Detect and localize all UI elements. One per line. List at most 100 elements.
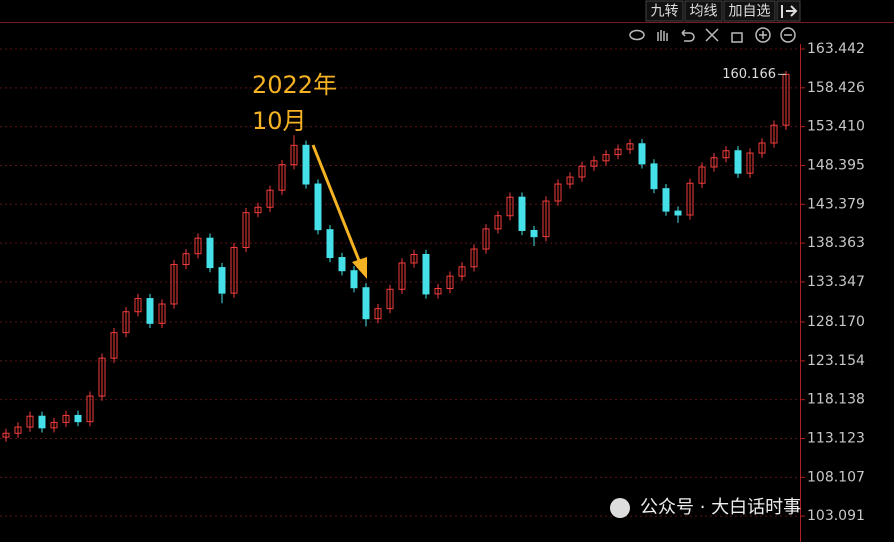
candle-body bbox=[338, 257, 346, 272]
candle-body bbox=[506, 196, 514, 217]
toolbar-button[interactable] bbox=[723, 0, 776, 22]
cut-icon[interactable] bbox=[705, 28, 719, 42]
candle-body bbox=[662, 188, 670, 212]
toolbar-label: 九转 bbox=[651, 4, 679, 20]
candle-body bbox=[242, 212, 250, 248]
candle-body bbox=[530, 229, 538, 238]
candle-body bbox=[170, 264, 178, 305]
candle-body bbox=[302, 144, 310, 185]
candle-body bbox=[482, 228, 490, 250]
last-price-label: 160.166 bbox=[722, 67, 776, 82]
candle-body bbox=[710, 157, 718, 168]
annotation-arrow bbox=[311, 144, 362, 264]
y-tick-label: 113.123 bbox=[807, 430, 865, 446]
annotation-arrow-head bbox=[352, 257, 367, 279]
y-tick-label: 133.347 bbox=[807, 274, 865, 290]
candle-body bbox=[722, 150, 730, 159]
lock-icon[interactable] bbox=[731, 32, 743, 43]
y-tick-label: 138.363 bbox=[807, 235, 865, 251]
candle-body bbox=[206, 237, 214, 269]
candle-body bbox=[734, 150, 742, 174]
candle-body bbox=[602, 154, 610, 162]
y-tick-label: 103.091 bbox=[807, 508, 865, 524]
candle-body bbox=[746, 152, 754, 174]
candle-body bbox=[362, 287, 370, 320]
candle-body bbox=[14, 426, 22, 434]
candle-body bbox=[458, 266, 466, 277]
candle-body bbox=[554, 183, 562, 202]
candle-body bbox=[158, 303, 166, 324]
candle-body bbox=[386, 288, 394, 310]
candle-body bbox=[674, 210, 682, 216]
candle-body bbox=[74, 414, 82, 423]
candle-body bbox=[566, 176, 574, 185]
toolbar-label: 均线 bbox=[690, 4, 718, 20]
candle-body bbox=[650, 163, 658, 190]
y-tick-label: 158.426 bbox=[807, 80, 865, 96]
candle-body bbox=[26, 415, 34, 428]
candle-body bbox=[422, 253, 430, 295]
zoom-in-icon[interactable] bbox=[755, 27, 771, 43]
candle-body bbox=[626, 143, 634, 150]
zoom-out-icon[interactable] bbox=[780, 27, 796, 43]
wechat-icon bbox=[610, 498, 630, 518]
candle-body bbox=[398, 262, 406, 290]
watermark: 公众号 · 大白话时事 bbox=[640, 497, 801, 518]
candle-body bbox=[98, 357, 106, 397]
candle-body bbox=[122, 311, 130, 334]
candle-body bbox=[410, 253, 418, 264]
candle-body bbox=[86, 395, 94, 423]
candle-body bbox=[134, 298, 142, 313]
candle-body bbox=[350, 270, 358, 289]
annotation: 2022年 bbox=[252, 71, 337, 99]
y-tick-label: 123.154 bbox=[807, 353, 865, 369]
candle-body bbox=[146, 298, 154, 324]
candle-body bbox=[38, 415, 46, 429]
candle-body bbox=[518, 196, 526, 231]
candle-body bbox=[110, 332, 118, 359]
candle-body bbox=[590, 160, 598, 167]
eye-icon[interactable] bbox=[629, 29, 645, 41]
tool-icons bbox=[629, 27, 796, 43]
candle-body bbox=[314, 183, 322, 231]
y-tick-label: 148.395 bbox=[807, 157, 865, 173]
y-tick-label: 163.442 bbox=[807, 41, 865, 57]
candle-body bbox=[578, 165, 586, 178]
y-tick-label: 153.410 bbox=[807, 119, 865, 135]
candle-body bbox=[698, 166, 706, 184]
candle-body bbox=[254, 206, 262, 214]
candle-body bbox=[230, 246, 238, 294]
toolbar-button[interactable] bbox=[645, 0, 684, 22]
toolbar-button[interactable] bbox=[684, 0, 723, 22]
candle-body bbox=[266, 189, 274, 208]
candle-body bbox=[62, 414, 70, 423]
hand-icon[interactable] bbox=[657, 30, 668, 41]
candle-body bbox=[542, 200, 550, 238]
candle-body bbox=[182, 253, 190, 266]
candle-body bbox=[50, 421, 58, 429]
candle-body bbox=[686, 182, 694, 216]
candle-body bbox=[194, 237, 202, 255]
y-tick-label: 108.107 bbox=[807, 469, 865, 485]
candle-body bbox=[434, 288, 442, 295]
undo-icon[interactable] bbox=[681, 29, 695, 42]
candle-body bbox=[638, 143, 646, 165]
exit-icon[interactable] bbox=[781, 5, 798, 18]
candle-body bbox=[494, 215, 502, 230]
y-tick-label: 128.170 bbox=[807, 314, 865, 330]
candle-body bbox=[470, 248, 478, 268]
candle-body bbox=[770, 124, 778, 144]
y-tick-label: 118.138 bbox=[807, 392, 865, 408]
candle-body bbox=[614, 148, 622, 156]
candle-body bbox=[278, 164, 286, 191]
y-tick-label: 143.379 bbox=[807, 196, 865, 212]
candle-body bbox=[290, 144, 298, 166]
toolbar-label: 加自选 bbox=[729, 4, 771, 20]
candle-body bbox=[374, 308, 382, 320]
plot-area: 163.442 158.426 153.410 148.395 143.379 138.3… bbox=[0, 41, 865, 524]
candle-body bbox=[218, 267, 226, 294]
candle-body bbox=[2, 432, 10, 438]
